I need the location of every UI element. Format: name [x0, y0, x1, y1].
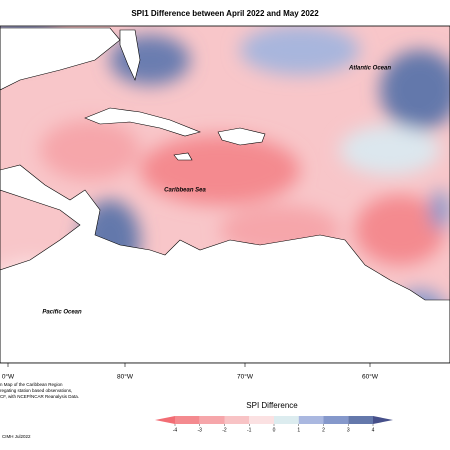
lon-label: 70°W: [237, 373, 254, 381]
title: SPI1 Difference between April 2022 and M…: [131, 9, 319, 18]
lon-label: 0°W: [2, 373, 15, 381]
colorbar-segment: [348, 416, 373, 424]
colorbar-tick-label: 1: [297, 427, 300, 433]
longitudes: 0°W 80°W 70°W 60°W: [2, 363, 379, 381]
colorbar-segment: [249, 416, 274, 424]
colorbar-segment: [224, 416, 250, 424]
colorbar-tick-label: -4: [173, 427, 178, 433]
colorbar-tick-label: -3: [198, 427, 203, 433]
footnote-line: n Map of the Caribbean Region: [0, 382, 63, 387]
ocean-label: Caribbean Sea: [164, 188, 206, 194]
legend-title: SPI Difference: [246, 401, 298, 410]
lon-label: 60°W: [362, 373, 379, 381]
colorbar-tick-label: -1: [247, 427, 252, 433]
ocean-label: Atlantic Ocean: [348, 66, 391, 72]
colorbar: -4 -3 -2 -1 0 1 2 3 4: [155, 416, 393, 433]
map-frame: [0, 25, 450, 364]
colorbar-segment: [274, 416, 299, 424]
footnote-line: CIMH Jul2022: [2, 434, 31, 439]
map: Atlantic Ocean Caribbean Sea Pacific Oce…: [0, 26, 450, 363]
footnote-line: regating station based observations,: [0, 388, 72, 393]
colorbar-tick-label: 3: [347, 427, 350, 433]
colorbar-arrow: [373, 416, 393, 424]
footnote: n Map of the Caribbean Region regating s…: [0, 382, 79, 439]
lon-label: 80°W: [117, 373, 134, 381]
colorbar-segment: [199, 416, 225, 424]
colorbar-segment: [298, 416, 324, 424]
colorbar-arrow: [155, 416, 175, 424]
colorbar-tick-label: -2: [222, 427, 227, 433]
ocean-label: Pacific Ocean: [42, 310, 82, 316]
colorbar-tick-label: 4: [372, 427, 375, 433]
colorbar-tick-label: 2: [322, 427, 325, 433]
colorbar-tick-label: 0: [273, 427, 276, 433]
footnote-line: CF, with NCEP/NCAR Reanalysis Data.: [0, 394, 79, 399]
colorbar-segment: [175, 416, 200, 424]
colorbar-segment: [323, 416, 349, 424]
